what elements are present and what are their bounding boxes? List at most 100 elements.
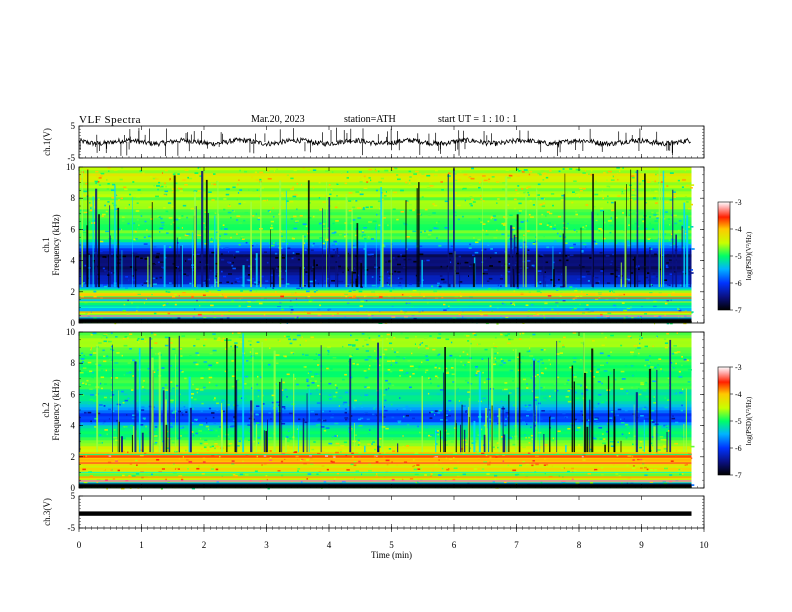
spectrogram-speckle	[352, 206, 356, 209]
spectrogram-speckle	[681, 356, 683, 358]
spectrogram-speckle	[302, 167, 305, 169]
spectrogram-speckle	[256, 244, 259, 247]
spectrogram-speckle	[627, 477, 632, 479]
spectrogram-speckle	[328, 351, 330, 353]
spectrogram-speckle	[549, 225, 553, 228]
spectrogram-speckle	[527, 310, 530, 312]
spectrogram-speckle	[531, 358, 535, 360]
spectrogram-speckle	[626, 464, 629, 467]
spectrogram-speckle	[612, 253, 614, 256]
spectrogram-speckle	[598, 427, 603, 429]
spectrogram-speckle	[530, 426, 532, 429]
spectrogram-speckle	[237, 332, 241, 334]
spectrogram-speckle	[233, 404, 235, 407]
spectrogram-band	[79, 230, 692, 234]
spectrogram-speckle	[616, 222, 620, 224]
spectrogram-speckle	[385, 191, 387, 193]
spectrogram-speckle	[458, 313, 461, 316]
spectrogram-speckle	[644, 474, 648, 476]
spectrogram-speckle	[208, 191, 212, 193]
spectrogram-speckle	[392, 450, 396, 452]
spectrogram-speckle	[654, 469, 658, 471]
spectrogram-speckle	[678, 470, 681, 473]
spectrogram-band	[79, 380, 692, 384]
spectrogram-speckle	[683, 423, 685, 426]
spectrogram-streak	[180, 245, 182, 288]
spectrogram-speckle	[280, 278, 285, 280]
spectrogram-speckle	[115, 227, 117, 229]
spectrogram-speckle	[330, 189, 333, 191]
spectrogram-speckle	[301, 336, 303, 339]
spectrogram-speckle	[437, 207, 439, 209]
spectrogram-speckle	[637, 316, 640, 318]
spectrogram-speckle	[537, 183, 541, 186]
spectrogram-speckle	[523, 241, 527, 244]
spectrogram-speckle	[440, 181, 443, 183]
spectrogram-speckle	[451, 358, 453, 361]
spectrogram-speckle	[581, 276, 586, 278]
spectrogram-speckle	[239, 297, 241, 300]
spectrogram-speckle	[654, 220, 659, 222]
spectrogram-speckle	[385, 459, 390, 462]
spectrogram-speckle	[269, 450, 272, 452]
spectrogram-speckle	[399, 282, 401, 284]
spectrogram-speckle	[346, 177, 349, 179]
spectrogram-speckle	[429, 335, 432, 337]
spectrogram-speckle	[158, 216, 161, 218]
spectrogram-speckle	[289, 228, 291, 230]
spectrogram-speckle	[396, 356, 400, 358]
spectrogram-band	[79, 188, 692, 192]
spectrogram-speckle	[304, 249, 307, 251]
spectrogram-speckle	[388, 272, 390, 274]
spectrogram-speckle	[567, 256, 570, 258]
spectrogram-speckle	[159, 276, 162, 279]
spectrogram-speckle	[575, 193, 580, 196]
spectrogram-speckle	[652, 273, 656, 275]
spectrogram-speckle	[579, 303, 581, 306]
spectrogram-speckle	[177, 317, 181, 319]
spectrogram-speckle	[367, 443, 371, 446]
spectrogram-speckle	[315, 279, 317, 282]
spectrogram-speckle	[121, 216, 125, 219]
spectrogram-speckle	[576, 383, 581, 386]
spectrogram-speckle	[571, 382, 575, 385]
spectrogram-speckle	[606, 185, 610, 188]
spectrogram-speckle	[664, 342, 669, 344]
spectrogram-speckle	[622, 241, 625, 243]
spectrogram-speckle	[366, 343, 369, 346]
spectrogram-speckle	[437, 376, 439, 379]
spectrogram-speckle	[613, 176, 617, 178]
spectrogram-speckle	[128, 474, 131, 477]
spectrogram-speckle	[89, 354, 93, 356]
spectrogram-speckle	[231, 264, 234, 267]
spectrogram-band	[79, 197, 692, 201]
spectrogram-speckle	[540, 197, 545, 200]
spectrogram-speckle	[527, 186, 531, 188]
spectrogram-speckle	[550, 439, 555, 442]
spectrogram-speckle	[94, 180, 98, 183]
spectrogram-speckle	[644, 345, 648, 348]
spectrogram-speckle	[293, 215, 297, 218]
spectrogram-speckle	[438, 220, 440, 223]
spectrogram-speckle	[439, 389, 444, 391]
spectrogram-speckle	[140, 257, 143, 260]
spectrogram-speckle	[352, 296, 356, 299]
spectrogram-speckle	[557, 215, 561, 218]
spectrogram-speckle	[635, 377, 637, 380]
spectrogram-speckle	[462, 405, 466, 407]
spectrogram-speckle	[137, 189, 141, 191]
spectrogram-speckle	[405, 200, 409, 202]
spectrogram-speckle	[229, 425, 234, 428]
spectrogram-speckle	[281, 254, 284, 256]
spectrogram-speckle	[512, 380, 514, 382]
spectrogram-streak	[260, 180, 262, 288]
spectrogram-speckle	[558, 259, 562, 262]
spectrogram-speckle	[554, 224, 556, 227]
spectrogram-speckle	[289, 300, 292, 303]
spectrogram-speckle	[558, 340, 561, 343]
spectrogram-line	[79, 466, 692, 468]
spectrogram-speckle	[152, 263, 157, 265]
spectrogram-speckle	[657, 243, 659, 245]
spectrogram-speckle	[450, 245, 454, 248]
spectrogram-speckle	[535, 396, 539, 399]
